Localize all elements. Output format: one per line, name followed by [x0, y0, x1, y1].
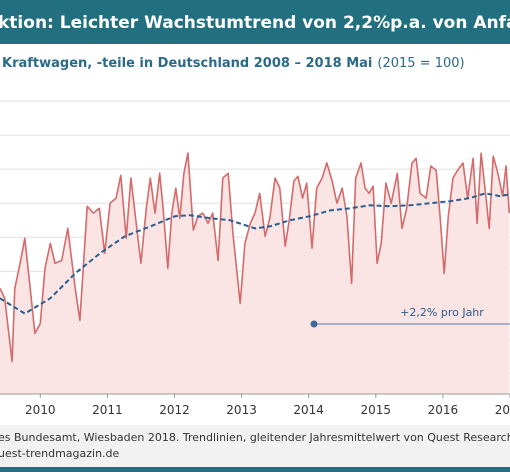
x-tick-label: 2013: [226, 403, 257, 417]
x-tick-label: 2011: [92, 403, 123, 417]
chart-title: ktion: Leichter Wachstumtrend von 2,2%p.…: [0, 13, 510, 33]
footer-bg: [0, 425, 510, 472]
subtitle: Kraftwagen, -teile in Deutschland 2008 –…: [2, 56, 465, 71]
title-bar: [0, 0, 510, 44]
annotation-dot: [310, 320, 318, 328]
area: [0, 153, 510, 394]
bottom-bar: [0, 467, 510, 472]
footer-line: es Bundesamt, Wiesbaden 2018. Trendlinie…: [0, 431, 510, 444]
subtitle-main: Kraftwagen, -teile in Deutschland 2008 –…: [2, 56, 372, 71]
plot: 2010 2011 2012 2013 2014 2015 2016 2017 +2,2% pr…: [0, 100, 510, 417]
annotation: +2,2% pro Jahr: [400, 306, 484, 319]
x-tick-label: 2016: [428, 403, 459, 417]
x-tick-label: 2012: [159, 403, 190, 417]
x-tick-label: 2015: [361, 403, 392, 417]
subtitle-note: (2015 = 100): [377, 56, 464, 71]
x-tick-label: 2014: [293, 403, 324, 417]
footer-line: uest-trendmagazin.de: [0, 447, 120, 460]
line: [0, 192, 510, 315]
x-tick-label: 2010: [25, 403, 56, 417]
x-tick-label: 2017: [495, 403, 510, 417]
